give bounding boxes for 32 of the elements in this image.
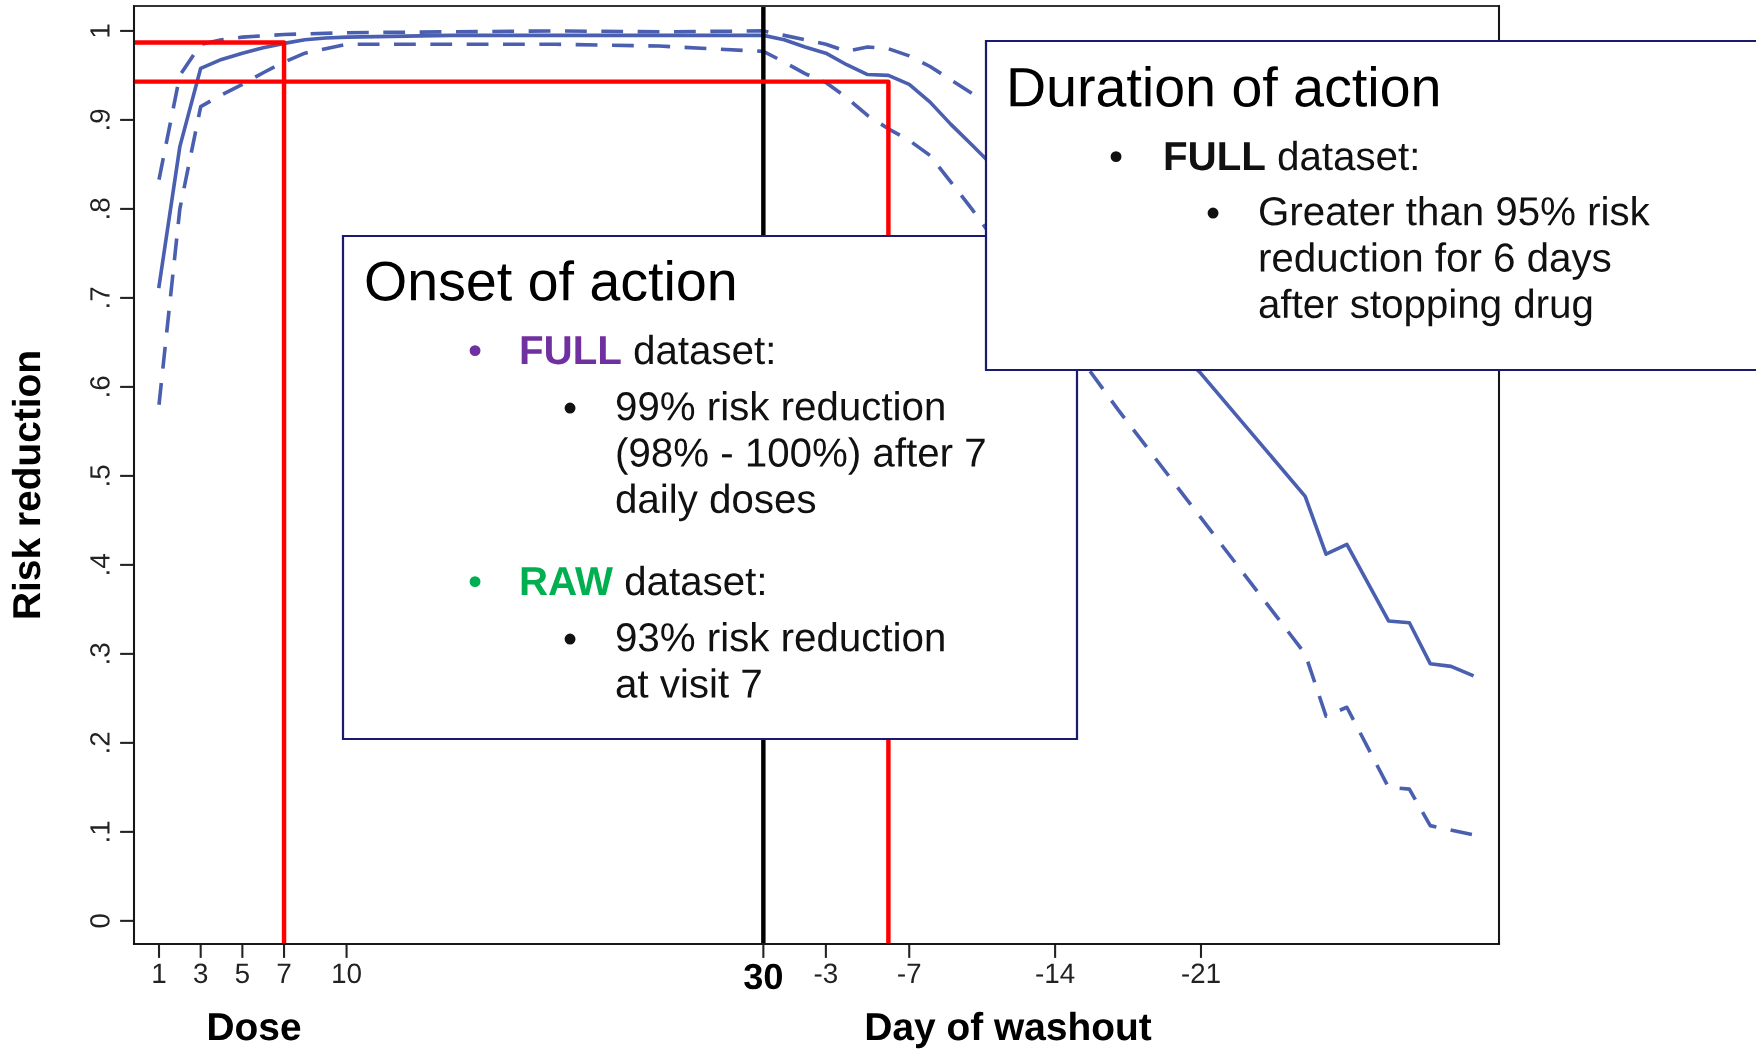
- x2-axis-title: Day of washout: [866, 1011, 1152, 1049]
- y-tick-label: .7: [90, 287, 110, 307]
- annotation: Onset of action: [366, 260, 735, 301]
- x-tick-label: 7: [277, 963, 291, 983]
- annotation: • 99% risk reduction (98% - 100%) after 7 daily doses: [564, 391, 985, 522]
- y-tick-label: .6: [90, 376, 110, 396]
- y-tick-label: .3: [90, 643, 110, 663]
- y-tick-label: .2: [90, 732, 110, 752]
- annotation: • 93% risk reduction at visit 7: [564, 622, 944, 698]
- annotation: • Greater than 95% risk reduction for 6 days after stopping drug: [1207, 196, 1650, 327]
- y-tick-label: 1: [90, 24, 110, 37]
- x-tick-label: 5: [235, 963, 249, 984]
- x-tick-label: 3: [194, 963, 208, 984]
- y-tick-label: .9: [90, 109, 110, 129]
- y-axis-title: Risk reduction: [11, 352, 41, 618]
- x2-tick-label: -21: [1182, 963, 1220, 983]
- x2-tick-label: -7: [898, 963, 921, 983]
- annotation: Duration of action: [1010, 66, 1438, 107]
- x-tick-label: 30: [744, 963, 782, 990]
- annotation: • FULL dataset:: [1110, 140, 1417, 171]
- x-axis-title: Dose: [209, 1013, 301, 1041]
- x-tick-label: 10: [333, 963, 361, 984]
- y-tick-label: .8: [90, 198, 110, 218]
- y-tick-label: .4: [90, 554, 110, 574]
- x2-tick-label: -3: [814, 963, 838, 984]
- y-tick-label: 0: [90, 914, 110, 928]
- annotation: • RAW dataset:: [469, 565, 764, 596]
- y-tick-label: .5: [90, 465, 110, 485]
- y-tick-label: .1: [90, 821, 110, 841]
- annotation: • FULL dataset:: [469, 334, 773, 365]
- x2-tick-label: -14: [1036, 963, 1075, 983]
- x-tick-label: 1: [153, 963, 166, 983]
